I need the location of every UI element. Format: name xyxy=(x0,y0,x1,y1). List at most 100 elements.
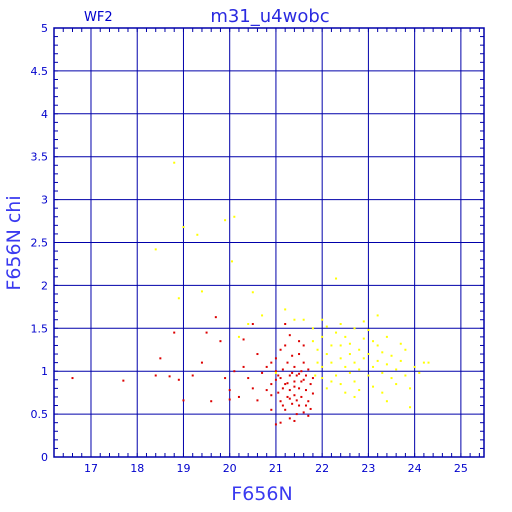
data-point xyxy=(376,359,379,362)
data-point xyxy=(335,277,338,280)
data-point xyxy=(311,340,314,343)
data-point xyxy=(295,374,298,377)
data-point xyxy=(298,372,301,375)
data-point xyxy=(422,361,425,364)
data-point xyxy=(335,331,338,334)
data-point xyxy=(291,402,294,405)
y-tick-label: 3.5 xyxy=(31,151,49,164)
y-tick-label: 2.5 xyxy=(31,237,49,250)
data-point xyxy=(122,379,125,382)
data-point xyxy=(200,290,203,293)
data-point xyxy=(321,335,324,338)
data-point xyxy=(404,348,407,351)
data-point xyxy=(281,368,284,371)
data-point xyxy=(344,335,347,338)
data-point xyxy=(325,353,328,356)
data-point xyxy=(214,316,217,319)
data-point xyxy=(71,377,74,380)
data-point xyxy=(304,389,307,392)
data-point xyxy=(270,394,273,397)
data-point xyxy=(307,368,310,371)
data-point xyxy=(293,419,296,422)
y-axis-title: F656N chi xyxy=(3,195,25,290)
data-point xyxy=(376,344,379,347)
y-tick-label: 0 xyxy=(41,451,48,464)
data-point xyxy=(385,363,388,366)
data-point xyxy=(307,414,310,417)
data-point xyxy=(291,371,294,374)
data-point xyxy=(395,368,398,371)
data-point xyxy=(228,398,231,401)
data-point xyxy=(367,329,370,332)
data-point xyxy=(168,375,171,378)
data-point xyxy=(228,389,231,392)
data-point xyxy=(284,383,287,386)
tick-labels: 17 18 19 20 21 22 23 24 25 0 0.5 1 1.5 2 2.5 3 3.5 4 4.5 5 xyxy=(31,22,468,475)
data-point xyxy=(300,380,303,383)
data-point xyxy=(362,357,365,360)
data-point xyxy=(224,219,227,222)
data-point xyxy=(307,400,310,403)
data-point xyxy=(367,353,370,356)
data-point xyxy=(418,371,421,374)
data-point xyxy=(409,406,412,409)
data-point xyxy=(390,377,393,380)
x-tick-label: 22 xyxy=(315,462,329,475)
data-point xyxy=(295,399,298,402)
data-point xyxy=(173,161,176,164)
data-point xyxy=(381,391,384,394)
data-point xyxy=(358,368,361,371)
data-point xyxy=(242,338,245,341)
data-point xyxy=(295,413,298,416)
data-point xyxy=(353,380,356,383)
data-point xyxy=(390,354,393,357)
data-point xyxy=(348,371,351,374)
data-point xyxy=(256,399,259,402)
data-point xyxy=(302,361,305,364)
data-point xyxy=(325,325,328,328)
data-point xyxy=(399,359,402,362)
y-tick-label: 1 xyxy=(41,365,48,378)
data-point xyxy=(196,233,199,236)
y-tick-label: 1.5 xyxy=(31,322,49,335)
data-point xyxy=(154,374,157,377)
data-point xyxy=(270,408,273,411)
data-point xyxy=(288,389,291,392)
data-point xyxy=(256,353,259,356)
data-point xyxy=(348,353,351,356)
data-point xyxy=(344,365,347,368)
data-point xyxy=(177,297,180,300)
data-point xyxy=(293,365,296,368)
data-point xyxy=(427,361,430,364)
x-tick-label: 21 xyxy=(269,462,283,475)
data-point xyxy=(224,377,227,380)
x-tick-label: 19 xyxy=(176,462,190,475)
data-point xyxy=(191,374,194,377)
data-point xyxy=(358,389,361,392)
data-point xyxy=(311,327,314,330)
data-point xyxy=(362,337,365,340)
data-point xyxy=(233,370,236,373)
data-point xyxy=(173,331,176,334)
data-point xyxy=(274,423,277,426)
y-tick-label: 3 xyxy=(41,194,48,207)
chart-corner-label: WF2 xyxy=(84,10,113,25)
data-point xyxy=(233,215,236,218)
data-point xyxy=(200,361,203,364)
data-point xyxy=(274,371,277,374)
data-point xyxy=(339,383,342,386)
data-point xyxy=(358,348,361,351)
x-axis-title: F656N xyxy=(231,483,292,505)
data-point xyxy=(353,395,356,398)
data-point xyxy=(270,361,273,364)
data-point xyxy=(311,377,314,380)
data-point xyxy=(274,370,277,373)
data-point xyxy=(298,340,301,343)
data-point xyxy=(330,380,333,383)
data-point xyxy=(298,387,301,390)
data-point xyxy=(385,400,388,403)
x-tick-label: 25 xyxy=(454,462,468,475)
data-point xyxy=(279,421,282,424)
data-point xyxy=(286,361,289,364)
